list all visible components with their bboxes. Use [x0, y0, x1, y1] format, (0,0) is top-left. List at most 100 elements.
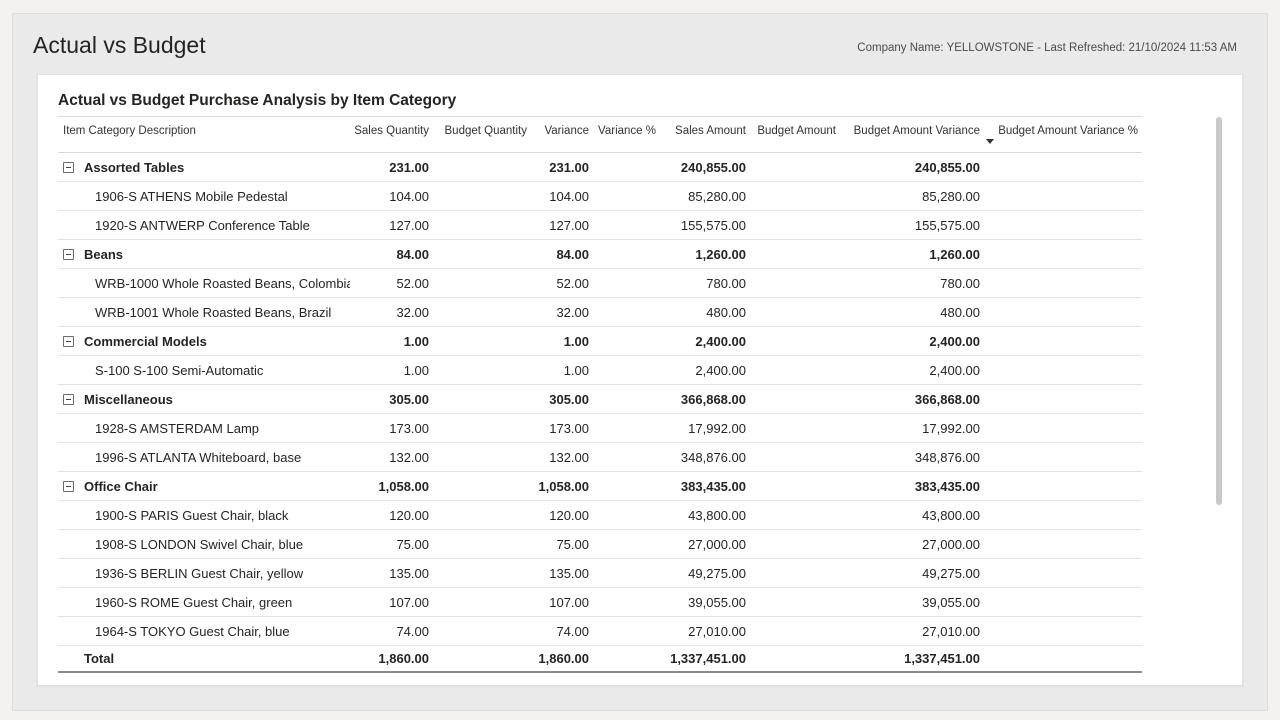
column-header[interactable]: Variance % [593, 116, 660, 153]
table-row[interactable]: 1908-S LONDON Swivel Chair, blue 75.00 75.… [58, 529, 1142, 559]
collapse-icon[interactable] [63, 393, 74, 405]
collapse-icon[interactable] [63, 335, 74, 347]
row-name-cell: WRB-1000 Whole Roasted Beans, Colombia [58, 268, 350, 298]
table-row[interactable]: 1928-S AMSTERDAM Lamp 173.00 173.00 17,992.… [58, 413, 1142, 443]
group-row[interactable]: Office Chair 1,058.00 1,058.00 383,435.00 38… [58, 471, 1142, 501]
value-cell [593, 529, 660, 559]
table-row[interactable]: 1936-S BERLIN Guest Chair, yellow 135.00 1… [58, 558, 1142, 588]
value-cell: 17,992.00 [840, 413, 984, 443]
table-row[interactable]: 1920-S ANTWERP Conference Table 127.00 127… [58, 210, 1142, 240]
value-cell: 155,575.00 [660, 210, 750, 240]
report-page: Actual vs Budget Company Name: YELLOWSTO… [12, 13, 1268, 711]
column-header[interactable]: Budget Amount Variance [840, 116, 984, 153]
value-cell: 780.00 [840, 268, 984, 298]
table-row[interactable]: 1900-S PARIS Guest Chair, black 120.00 120… [58, 500, 1142, 530]
row-name-cell: Commercial Models [58, 326, 350, 356]
value-cell: 27,000.00 [840, 529, 984, 559]
value-cell: 780.00 [660, 268, 750, 298]
value-cell: 366,868.00 [660, 384, 750, 414]
row-label: 1960-S ROME Guest Chair, green [95, 594, 293, 610]
value-cell: 84.00 [531, 239, 593, 269]
value-cell: 173.00 [350, 413, 433, 443]
collapse-icon[interactable] [63, 161, 74, 173]
group-row[interactable]: Miscellaneous 305.00 305.00 366,868.00 366,8… [58, 384, 1142, 414]
value-cell: 85,280.00 [660, 181, 750, 211]
value-cell [593, 616, 660, 646]
value-cell [433, 181, 531, 211]
total-label: Total [58, 645, 350, 673]
value-cell: 32.00 [350, 297, 433, 327]
value-cell [750, 471, 840, 501]
value-cell: 240,855.00 [660, 152, 750, 182]
page-title: Actual vs Budget [33, 32, 206, 58]
table-row[interactable]: 1906-S ATHENS Mobile Pedestal 104.00 104.0… [58, 181, 1142, 211]
value-cell [984, 500, 1142, 530]
row-name-cell: 1960-S ROME Guest Chair, green [58, 587, 350, 617]
value-cell: 107.00 [531, 587, 593, 617]
value-cell: 231.00 [531, 152, 593, 182]
value-cell: 120.00 [531, 500, 593, 530]
collapse-icon[interactable] [63, 248, 74, 260]
value-cell: 120.00 [350, 500, 433, 530]
table-body: Assorted Tables 231.00 231.00 240,855.00 240… [58, 152, 1142, 673]
column-header[interactable]: Sales Amount [660, 116, 750, 153]
value-cell [984, 529, 1142, 559]
value-cell [593, 384, 660, 414]
value-cell [433, 587, 531, 617]
row-name-cell: WRB-1001 Whole Roasted Beans, Brazil [58, 297, 350, 327]
value-cell [433, 355, 531, 385]
table-row[interactable]: 1960-S ROME Guest Chair, green 107.00 107.… [58, 587, 1142, 617]
value-cell: 39,055.00 [840, 587, 984, 617]
value-cell: 2,400.00 [660, 355, 750, 385]
matrix-visual[interactable]: Actual vs Budget Purchase Analysis by It… [37, 74, 1243, 686]
table-row[interactable]: S-100 S-100 Semi-Automatic 1.00 1.00 2,400.… [58, 355, 1142, 385]
value-cell: 231.00 [350, 152, 433, 182]
vertical-scrollbar[interactable] [1216, 117, 1222, 505]
value-cell [984, 616, 1142, 646]
value-cell: 52.00 [350, 268, 433, 298]
column-header[interactable]: Item Category Description [58, 116, 350, 153]
value-cell [984, 326, 1142, 356]
table-row[interactable]: 1996-S ATLANTA Whiteboard, base 132.00 132… [58, 442, 1142, 472]
value-cell: 17,992.00 [660, 413, 750, 443]
value-cell [433, 384, 531, 414]
value-cell [593, 558, 660, 588]
value-cell [750, 181, 840, 211]
total-value-cell: 1,860.00 [531, 645, 593, 673]
value-cell [593, 471, 660, 501]
row-name-cell: 1908-S LONDON Swivel Chair, blue [58, 529, 350, 559]
value-cell: 127.00 [350, 210, 433, 240]
value-cell: 383,435.00 [840, 471, 984, 501]
total-value-cell [593, 645, 660, 673]
value-cell [984, 384, 1142, 414]
value-cell: 135.00 [350, 558, 433, 588]
value-cell [433, 239, 531, 269]
table-row[interactable]: WRB-1000 Whole Roasted Beans, Colombia 52… [58, 268, 1142, 298]
row-name-cell: Office Chair [58, 471, 350, 501]
row-name-cell: Assorted Tables [58, 152, 350, 182]
value-cell: 1,260.00 [840, 239, 984, 269]
total-value-cell [750, 645, 840, 673]
group-row[interactable]: Beans 84.00 84.00 1,260.00 1,260.00 [58, 239, 1142, 269]
table-row[interactable]: WRB-1001 Whole Roasted Beans, Brazil 32.0… [58, 297, 1142, 327]
table-row[interactable]: 1964-S TOKYO Guest Chair, blue 74.00 74.00… [58, 616, 1142, 646]
value-cell: 240,855.00 [840, 152, 984, 182]
column-header[interactable]: Budget Quantity [433, 116, 531, 153]
value-cell [593, 413, 660, 443]
value-cell [984, 239, 1142, 269]
collapse-icon[interactable] [63, 480, 74, 492]
column-header-label: Budget Amount Variance % [998, 125, 1138, 137]
value-cell [593, 442, 660, 472]
value-cell [433, 529, 531, 559]
column-header[interactable]: Budget Amount [750, 116, 840, 153]
column-header-sorted[interactable]: Budget Amount Variance % [984, 116, 1142, 153]
row-label: Commercial Models [84, 333, 207, 349]
group-row[interactable]: Assorted Tables 231.00 231.00 240,855.00 240… [58, 152, 1142, 182]
column-header[interactable]: Variance [531, 116, 593, 153]
value-cell [750, 152, 840, 182]
value-cell [593, 587, 660, 617]
total-value-cell [433, 645, 531, 673]
value-cell [593, 355, 660, 385]
group-row[interactable]: Commercial Models 1.00 1.00 2,400.00 2,400.0… [58, 326, 1142, 356]
column-header[interactable]: Sales Quantity [350, 116, 433, 153]
